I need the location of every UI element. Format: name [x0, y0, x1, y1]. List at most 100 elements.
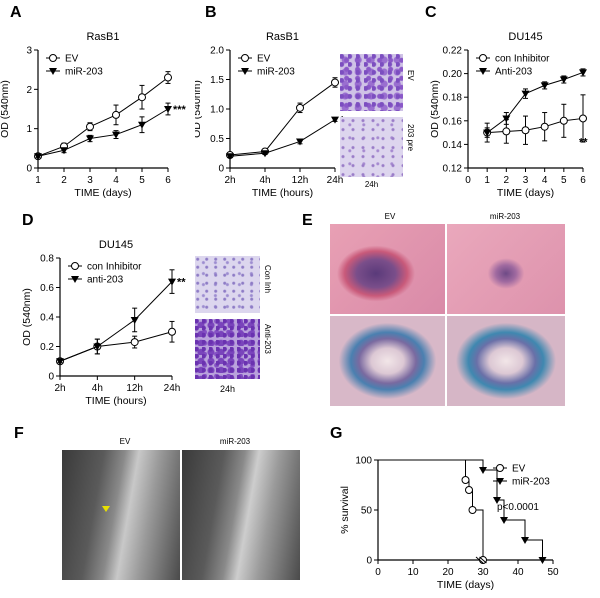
data-point	[502, 115, 511, 123]
series-line	[487, 117, 584, 134]
data-point	[559, 116, 568, 125]
chart-title: RasB1	[266, 31, 299, 43]
legend-label: EV	[257, 54, 271, 65]
series-mir-203	[378, 459, 547, 564]
legend: con Inhibitor Anti-203	[476, 54, 550, 78]
legend-marker	[496, 464, 504, 472]
data-point	[138, 121, 146, 129]
series-line	[229, 119, 336, 157]
legend-marker	[71, 276, 79, 283]
significance-annotation: ***	[173, 104, 187, 116]
legend-label: miR-203	[257, 67, 295, 78]
data-point	[86, 135, 94, 143]
axis-break	[475, 556, 484, 564]
micrograph-d-anti-203	[195, 319, 260, 379]
legend: EV miR-203	[238, 54, 295, 78]
series-anti-203	[56, 269, 176, 366]
data-point	[168, 278, 176, 286]
y-tick-label: 1.5	[210, 75, 224, 86]
y-tick-label: 0.22	[443, 46, 463, 57]
y-tick-label: 100	[355, 456, 372, 467]
axis-break	[479, 556, 487, 564]
label-d-con-inh: Con Inh	[263, 265, 272, 294]
x-tick-label: 2	[61, 175, 67, 186]
y-tick-label: 1.0	[210, 105, 224, 116]
data-point	[331, 116, 339, 124]
panel-letter-e: E	[302, 212, 313, 229]
label-f-ev: EV	[119, 437, 131, 446]
data-point	[461, 476, 470, 484]
histology-e-ev-top	[330, 224, 445, 314]
series-con-inhibitor	[56, 320, 176, 366]
x-axis-label: TIME (hours)	[252, 187, 313, 199]
legend: con Inhibitor anti-203	[68, 262, 142, 286]
y-tick-label: 0.6	[40, 283, 54, 294]
legend-marker	[49, 54, 57, 62]
legend-label: Anti-203	[495, 67, 533, 78]
data-point	[521, 126, 530, 135]
legend-marker	[71, 262, 79, 270]
significance-annotation: **	[579, 137, 588, 149]
data-point	[465, 486, 473, 494]
x-tick-label: 3	[523, 175, 529, 186]
legend: EV miR-203	[493, 464, 550, 488]
y-tick-label: 0	[366, 556, 372, 567]
data-point	[296, 103, 304, 112]
micrograph-d-con-inh	[195, 256, 260, 313]
y-tick-label: 0.4	[40, 313, 54, 324]
legend-label: con Inhibitor	[87, 262, 142, 273]
legend-label: miR-203	[65, 67, 103, 78]
x-tick-label: 1	[484, 175, 490, 186]
data-point	[164, 73, 172, 82]
series-line	[37, 108, 169, 157]
series-line	[486, 71, 584, 134]
x-axis-label: TIME (days)	[497, 187, 554, 199]
y-tick-label: 3	[26, 46, 32, 57]
label-e-mir203: miR-203	[489, 212, 521, 221]
data-point	[540, 82, 549, 90]
data-point	[521, 537, 529, 544]
micrograph-b-203pre	[340, 117, 403, 177]
series-line	[378, 459, 484, 560]
chart-title: DU145	[99, 239, 133, 251]
histology-e-mir203-bottom	[447, 316, 565, 406]
y-tick-label: 0.5	[210, 134, 224, 145]
y-tick-label: 0.14	[443, 140, 463, 151]
data-point	[168, 327, 176, 336]
x-tick-label: 2h	[224, 175, 235, 186]
x-tick-label: 12h	[292, 175, 309, 186]
y-axis-label: OD (540nm)	[0, 80, 11, 138]
histology-e-mir203-top	[447, 224, 565, 314]
series-line	[37, 77, 169, 157]
x-tick-label: 6	[165, 175, 171, 186]
x-tick-label: 4	[542, 175, 548, 186]
panel-letter-a: A	[10, 4, 22, 21]
panel-letter-b: B	[205, 4, 217, 21]
legend-marker	[49, 68, 57, 75]
y-tick-label: 2	[26, 85, 32, 96]
caption-d-24h: 24h	[219, 384, 236, 394]
micrograph-b-ev	[340, 54, 403, 111]
x-tick-label: 5	[561, 175, 567, 186]
y-axis-label: OD (540nm)	[195, 80, 203, 138]
x-tick-label: 4h	[259, 175, 270, 186]
legend-label: EV	[512, 464, 526, 475]
data-point	[331, 78, 339, 87]
x-tick-label: 50	[547, 567, 559, 578]
chart-c: DU145 0.12 0.14 0.16 0.18 0.20 0.22 0 1 2 3 4 5 6 TIME…	[429, 31, 588, 199]
series-line	[59, 331, 173, 362]
y-tick-label: 2.0	[210, 46, 224, 57]
x-tick-label: 0	[465, 175, 471, 186]
x-tick-label: 0	[375, 567, 381, 578]
series-mir-203	[34, 102, 172, 161]
legend-label: miR-203	[512, 477, 550, 488]
legend-label: con Inhibitor	[495, 54, 550, 65]
y-tick-label: 0.16	[443, 116, 463, 127]
y-tick-label: 0.12	[443, 164, 463, 175]
legend-marker	[479, 68, 487, 75]
data-point	[86, 122, 94, 131]
data-point	[226, 153, 234, 161]
data-point	[34, 153, 42, 161]
label-d-anti-203: Anti-203	[263, 324, 272, 354]
